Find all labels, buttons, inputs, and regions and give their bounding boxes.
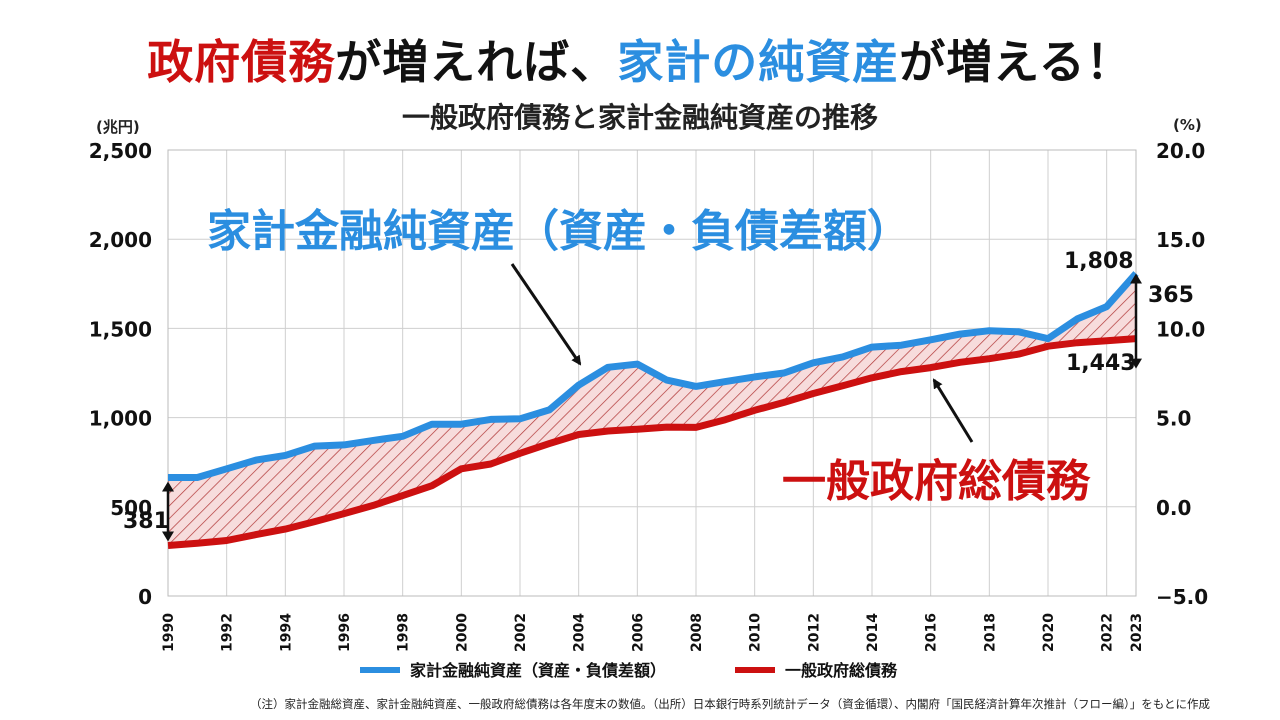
- x-tick-label: 1998: [396, 613, 412, 652]
- legend: 家計金融純資産（資産・負債差額） 一般政府総債務: [360, 661, 898, 680]
- x-tick-label: 2012: [806, 613, 822, 652]
- x-tick-label: 2008: [689, 613, 705, 652]
- label-end-blue: 1,808: [1064, 249, 1134, 274]
- y-right-tick-label: 10.0: [1156, 317, 1205, 341]
- x-tick-label: 2020: [1041, 613, 1057, 652]
- label-government-debt: 一般政府総債務: [782, 456, 1091, 507]
- chart-title: 政府債務が増えれば、家計の純資産が増える！: [0, 26, 1280, 92]
- y-left-tick-label: 0: [138, 585, 152, 609]
- y-left-tick-label: 1,500: [89, 317, 152, 341]
- x-tick-label: 1990: [161, 613, 177, 652]
- y-right-tick-label: 5.0: [1156, 407, 1191, 431]
- y-right-tick-label: 20.0: [1156, 139, 1205, 163]
- source-note: （注）家計金融総資産、家計金融純資産、一般政府総債務は各年度末の数値。（出所）日…: [249, 697, 1210, 711]
- x-tick-label: 2022: [1100, 613, 1116, 652]
- grid: [167, 149, 1137, 597]
- title-part-end: が増える！: [899, 35, 1133, 89]
- right-axis-unit: (%): [1173, 116, 1202, 134]
- y-right-tick-label: 15.0: [1156, 228, 1205, 252]
- gap-arrow-start: [162, 481, 174, 542]
- annotations: 家計金融純資産（資産・負債差額） 一般政府総債務 381 365 1,808 1…: [123, 206, 1194, 542]
- x-tick-label: 2004: [572, 613, 588, 652]
- label-household-net-assets: 家計金融純資産（資産・負債差額）: [207, 206, 911, 257]
- y-right-tick-label: 0.0: [1156, 496, 1191, 520]
- x-tick-label: 1992: [220, 613, 236, 652]
- y-right-tick-label: −5.0: [1156, 585, 1208, 609]
- axes: 0 −5.0 500 0.0 1,000 5.0 1,500 10.0 2,000 15.0 2,5…: [89, 139, 1208, 652]
- plot-frame: [167, 149, 1137, 597]
- label-end-gap: 365: [1148, 283, 1194, 308]
- left-axis-unit: (兆円): [96, 118, 140, 136]
- gap-arrow-end: [1130, 273, 1142, 369]
- x-tick-label: 2018: [982, 613, 998, 652]
- title-part-increase: が増えれば、: [335, 35, 618, 89]
- x-tick-label: 1994: [278, 613, 294, 652]
- x-tick-label: 2010: [748, 613, 764, 652]
- series-line-government-debt: [167, 335, 1137, 549]
- arrow-debt: [932, 378, 974, 443]
- title-part-debt: 政府債務: [147, 35, 336, 89]
- arrow-household: [510, 263, 582, 366]
- label-end-red: 1,443: [1066, 351, 1136, 376]
- legend-label-blue: 家計金融純資産（資産・負債差額）: [410, 661, 666, 680]
- legend-label-red: 一般政府総債務: [785, 661, 898, 680]
- x-tick-label: 2006: [630, 613, 646, 652]
- y-left-tick-label: 2,000: [89, 228, 152, 252]
- x-tick-label: 2023: [1129, 613, 1145, 652]
- series-line-household-net-assets: [168, 271, 1139, 481]
- y-left-tick-label: 500: [110, 496, 152, 520]
- y-left-tick-label: 2,500: [89, 139, 152, 163]
- x-tick-label: 2000: [454, 613, 470, 652]
- gap-area: [168, 273, 1136, 546]
- x-tick-label: 2016: [924, 613, 940, 652]
- title-part-household: 家計の純資産: [617, 35, 900, 89]
- y-left-tick-label: 1,000: [89, 407, 152, 431]
- x-tick-label: 2002: [513, 613, 529, 652]
- chart-subtitle: 一般政府債務と家計金融純資産の推移: [401, 101, 878, 134]
- x-tick-label: 1996: [337, 613, 353, 652]
- x-tick-label: 2014: [865, 613, 881, 652]
- label-start-gap: 381: [123, 509, 169, 534]
